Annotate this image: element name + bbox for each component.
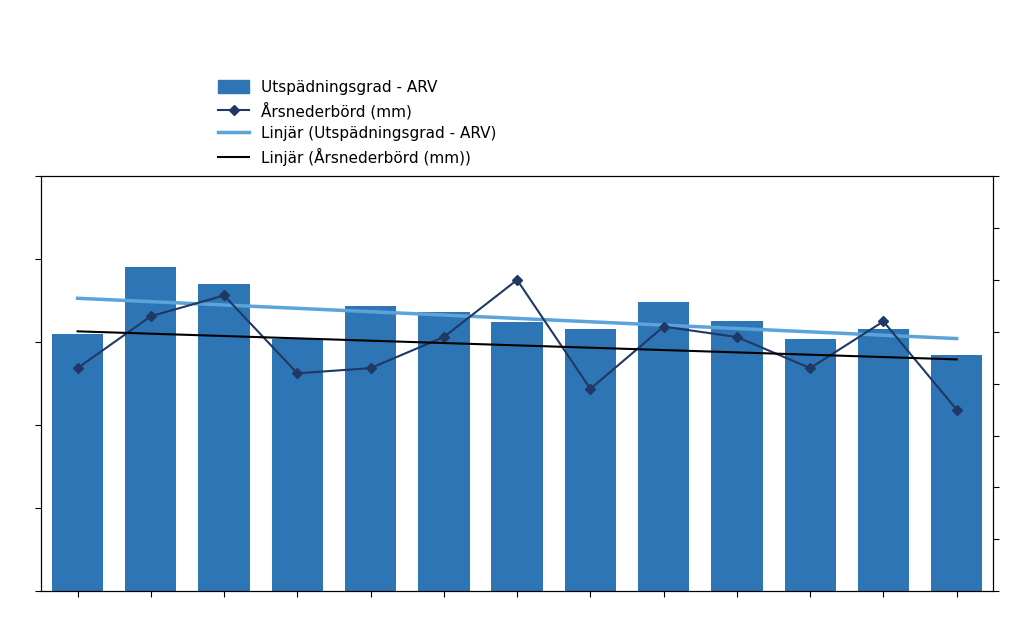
Bar bbox=[858, 329, 909, 591]
Bar bbox=[125, 267, 176, 591]
Bar bbox=[712, 321, 763, 591]
Bar bbox=[638, 303, 689, 591]
Bar bbox=[52, 334, 103, 591]
Bar bbox=[199, 284, 250, 591]
Bar bbox=[418, 312, 469, 591]
Bar bbox=[345, 306, 396, 591]
Bar bbox=[492, 322, 543, 591]
Bar bbox=[271, 339, 323, 591]
Bar bbox=[784, 339, 836, 591]
Bar bbox=[565, 329, 616, 591]
Bar bbox=[931, 355, 982, 591]
Legend: Utspädningsgrad - ARV, Årsnederbörd (mm), Linjär (Utspädningsgrad - ARV), Linjär: Utspädningsgrad - ARV, Årsnederbörd (mm)… bbox=[212, 74, 503, 172]
